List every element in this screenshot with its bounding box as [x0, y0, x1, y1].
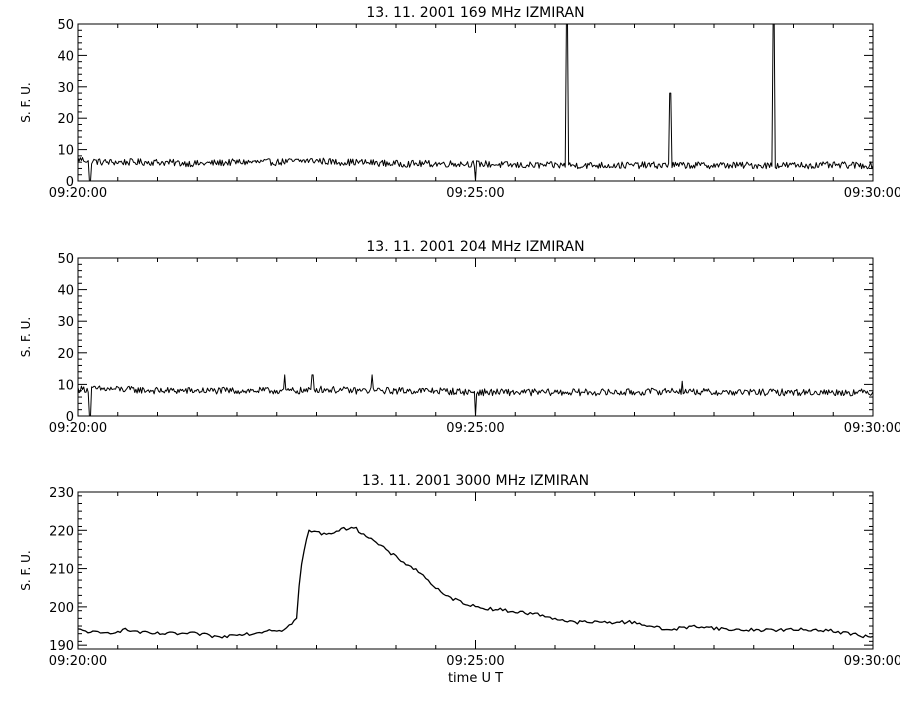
y-tick-label: 50	[57, 18, 74, 33]
chart-title: 13. 11. 2001 204 MHz IZMIRAN	[366, 239, 584, 255]
x-tick-label: 09:20:00	[49, 654, 107, 669]
y-tick-label: 0	[66, 410, 74, 425]
y-axis-label: S. F. U.	[19, 550, 33, 590]
y-tick-label: 190	[49, 639, 74, 654]
x-tick-label: 09:30:00	[844, 654, 900, 669]
y-tick-label: 230	[49, 486, 74, 501]
y-tick-label: 50	[57, 252, 74, 267]
y-tick-label: 220	[49, 524, 74, 539]
y-tick-label: 20	[57, 112, 74, 127]
chart-title: 13. 11. 2001 169 MHz IZMIRAN	[366, 5, 584, 21]
y-tick-label: 40	[57, 49, 74, 64]
chart-panel-1: 13. 11. 2001 169 MHz IZMIRAN S. F. U. 0 10 2…	[19, 5, 900, 201]
plot-frame	[77, 257, 874, 417]
y-tick-label: 30	[57, 315, 74, 330]
y-axis-label: S. F. U.	[19, 317, 33, 357]
chart-panel-2: 13. 11. 2001 204 MHz IZMIRAN S. F. U. 0 10 2…	[19, 239, 900, 436]
y-tick-label: 10	[57, 378, 74, 393]
x-tick-label: 09:20:00	[49, 186, 107, 201]
plot-frame	[77, 491, 874, 650]
y-tick-label: 210	[49, 563, 74, 578]
y-tick-label: 30	[57, 81, 74, 96]
x-tick-label: 09:20:00	[49, 421, 107, 436]
x-tick-label: 09:30:00	[844, 186, 900, 201]
x-tick-label: 09:25:00	[446, 186, 504, 201]
x-tick-label: 09:30:00	[844, 421, 900, 436]
series-line	[77, 374, 874, 417]
x-tick-label: 09:25:00	[446, 654, 504, 669]
y-tick-label: 0	[66, 175, 74, 190]
series-line	[77, 526, 874, 639]
x-tick-label: 09:25:00	[446, 421, 504, 436]
y-tick-label: 10	[57, 144, 74, 159]
chart-panel-3: 13. 11. 2001 3000 MHz IZMIRAN S. F. U. 190…	[19, 473, 900, 686]
y-axis-label: S. F. U.	[19, 82, 33, 122]
y-tick-label: 200	[49, 601, 74, 616]
y-tick-label: 20	[57, 347, 74, 362]
x-axis-label: time U T	[448, 671, 503, 686]
chart-title: 13. 11. 2001 3000 MHz IZMIRAN	[362, 473, 589, 489]
plot-frame	[77, 23, 874, 182]
series-line	[77, 23, 874, 182]
y-tick-label: 40	[57, 284, 74, 299]
